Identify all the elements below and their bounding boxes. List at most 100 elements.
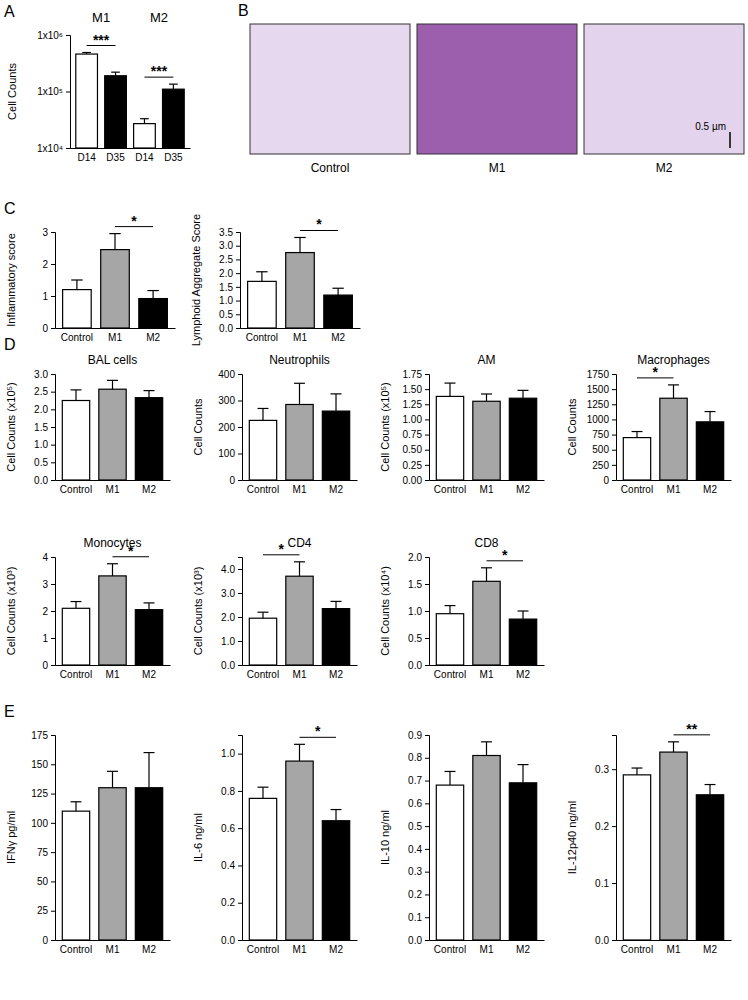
tick-mark bbox=[236, 287, 240, 288]
axis-line bbox=[56, 940, 171, 941]
error-line bbox=[112, 771, 113, 787]
axis-line bbox=[241, 328, 361, 329]
tick-mark bbox=[612, 769, 616, 770]
tick-mark bbox=[51, 911, 55, 912]
y-tick: 3.0 bbox=[219, 240, 240, 251]
tick-mark bbox=[238, 865, 242, 866]
tick-mark bbox=[51, 611, 55, 612]
tick-label: 100 bbox=[31, 818, 48, 829]
y-axis: 01234 bbox=[42, 552, 55, 671]
error-line bbox=[449, 383, 450, 396]
bar bbox=[163, 89, 185, 148]
error-cap bbox=[258, 612, 269, 613]
bar bbox=[473, 756, 500, 941]
bar bbox=[62, 811, 89, 940]
y-tick: 0 bbox=[42, 323, 55, 334]
tick-mark bbox=[425, 435, 429, 436]
tick-label: 75 bbox=[37, 847, 49, 858]
error-line bbox=[75, 602, 76, 609]
error-cap bbox=[107, 771, 118, 772]
error-bar bbox=[445, 606, 456, 614]
error-bar bbox=[668, 385, 679, 398]
tick-mark bbox=[425, 826, 429, 827]
tick-label: 1.5 bbox=[408, 579, 422, 590]
tick-label: Control bbox=[246, 332, 278, 343]
chart: 0100200300400ControlM1M2Cell CountsNeutr… bbox=[192, 353, 358, 495]
error-bar bbox=[169, 84, 178, 89]
error-line bbox=[636, 768, 637, 775]
tick-mark bbox=[51, 852, 55, 853]
x-tick: M1 bbox=[293, 480, 307, 495]
tick-mark bbox=[51, 940, 55, 941]
error-bar bbox=[632, 768, 643, 775]
x-axis: ControlM1M2 bbox=[56, 940, 171, 955]
significance-label: * bbox=[653, 364, 659, 380]
x-tick: M1 bbox=[293, 940, 307, 955]
y-axis-title: Cell Counts (x10³) bbox=[5, 567, 17, 656]
tick-label: Control bbox=[60, 944, 92, 955]
error-cap bbox=[140, 118, 149, 119]
significance-label: ** bbox=[686, 721, 697, 737]
error-line bbox=[299, 383, 300, 404]
x-axis: ControlM1M2 bbox=[243, 480, 358, 495]
tick-label: 0.00 bbox=[403, 475, 423, 486]
figure: 1x10⁴1x10⁵1x10⁶D14D35D14D35Cell CountsAM… bbox=[0, 0, 748, 1000]
y-tick: 1.0 bbox=[408, 606, 429, 617]
bar bbox=[249, 798, 276, 940]
tick-label: 4.0 bbox=[221, 564, 235, 575]
y-tick: 0.7 bbox=[408, 775, 429, 786]
tick-label: 0.8 bbox=[221, 786, 235, 797]
bar bbox=[135, 398, 162, 480]
tick-label: 1.0 bbox=[34, 439, 48, 450]
error-bar bbox=[71, 390, 82, 401]
error-cap bbox=[258, 787, 269, 788]
x-tick: Control bbox=[621, 940, 653, 955]
error-line bbox=[75, 390, 76, 401]
tick-label: M1 bbox=[480, 669, 494, 680]
error-bar bbox=[705, 785, 716, 795]
plot-area bbox=[249, 383, 349, 480]
x-axis: ControlM1M2 bbox=[56, 665, 171, 680]
error-cap bbox=[144, 390, 155, 391]
tick-label: 0.0 bbox=[34, 475, 48, 486]
error-bar bbox=[71, 280, 82, 290]
y-tick: 0.1 bbox=[595, 878, 616, 889]
y-tick: 0.5 bbox=[219, 309, 240, 320]
tick-mark bbox=[236, 232, 240, 233]
error-bar bbox=[144, 603, 155, 610]
tick-mark bbox=[425, 849, 429, 850]
error-cap bbox=[445, 382, 456, 383]
tick-mark bbox=[612, 450, 616, 451]
error-cap bbox=[71, 601, 82, 602]
x-tick: Control bbox=[247, 480, 279, 495]
tick-mark bbox=[425, 894, 429, 895]
y-tick: 0.2 bbox=[408, 889, 429, 900]
tick-mark bbox=[51, 823, 55, 824]
x-tick: D35 bbox=[106, 148, 125, 163]
y-tick: 2.5 bbox=[34, 386, 55, 397]
y-axis: 0.00.20.40.60.81.0 bbox=[221, 736, 242, 946]
y-tick: 3 bbox=[42, 227, 55, 238]
y-tick: 1.5 bbox=[219, 282, 240, 293]
error-line bbox=[261, 272, 262, 282]
y-tick: 0.6 bbox=[408, 798, 429, 809]
x-tick: M1 bbox=[108, 328, 122, 343]
error-line bbox=[299, 744, 300, 761]
tick-label: D35 bbox=[164, 152, 183, 163]
tick-label: M1 bbox=[106, 944, 120, 955]
error-bar bbox=[144, 753, 155, 788]
tick-mark bbox=[425, 480, 429, 481]
plot-area bbox=[62, 753, 162, 940]
bar bbox=[99, 576, 126, 665]
tick-label: 2.0 bbox=[408, 552, 422, 563]
x-tick: M2 bbox=[703, 480, 717, 495]
y-axis-title: Cell Counts bbox=[6, 63, 18, 120]
tick-mark bbox=[238, 374, 242, 375]
tick-mark bbox=[425, 781, 429, 782]
tick-mark bbox=[51, 296, 55, 297]
y-tick: 0.1 bbox=[408, 912, 429, 923]
error-line bbox=[148, 603, 149, 610]
error-bar bbox=[258, 408, 269, 420]
error-cap bbox=[632, 431, 643, 432]
bar bbox=[509, 619, 536, 665]
